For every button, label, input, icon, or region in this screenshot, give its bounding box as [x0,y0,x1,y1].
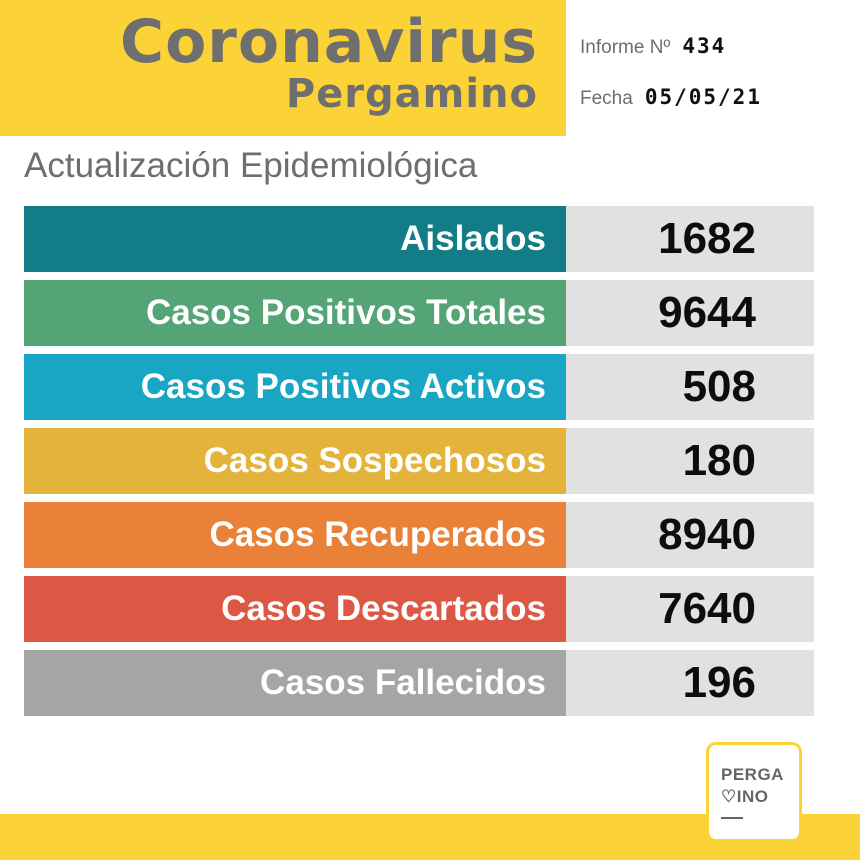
section-title: Actualización Epidemiológica [24,146,478,185]
page-subtitle: Pergamino [285,71,538,117]
report-number-label: Informe Nº [580,37,671,58]
stat-row-sospechosos: Casos Sospechosos 180 [24,428,814,494]
stat-label: Casos Positivos Activos [24,354,566,420]
stat-value: 1682 [566,206,814,272]
stat-row-descartados: Casos Descartados 7640 [24,576,814,642]
report-date: Fecha 05/05/21 [580,82,762,112]
stat-row-positivos-totales: Casos Positivos Totales 9644 [24,280,814,346]
stat-value: 508 [566,354,814,420]
stat-label: Casos Recuperados [24,502,566,568]
stat-label: Casos Positivos Totales [24,280,566,346]
logo-speech-tail [713,839,727,853]
page-title: Coronavirus [120,7,538,77]
stat-label: Casos Fallecidos [24,650,566,716]
stat-row-positivos-activos: Casos Positivos Activos 508 [24,354,814,420]
logo-underline [721,817,743,819]
stat-value: 196 [566,650,814,716]
report-number: Informe Nº 434 [580,31,726,61]
header-banner: Coronavirus Pergamino [0,0,566,136]
stat-value: 9644 [566,280,814,346]
stat-label: Casos Descartados [24,576,566,642]
stat-row-fallecidos: Casos Fallecidos 196 [24,650,814,716]
pergamino-logo: PERGA ♡INO [706,742,802,853]
stat-label: Casos Sospechosos [24,428,566,494]
stats-table: Aislados 1682 Casos Positivos Totales 96… [24,206,814,724]
logo-text-line1: PERGA [721,765,784,784]
report-date-label: Fecha [580,88,633,109]
report-number-value: 434 [682,34,727,58]
stat-value: 8940 [566,502,814,568]
stat-label: Aislados [24,206,566,272]
stat-value: 180 [566,428,814,494]
stat-row-aislados: Aislados 1682 [24,206,814,272]
stat-value: 7640 [566,576,814,642]
stat-row-recuperados: Casos Recuperados 8940 [24,502,814,568]
report-date-value: 05/05/21 [644,85,762,109]
logo-text-line2: ♡INO [721,787,769,806]
